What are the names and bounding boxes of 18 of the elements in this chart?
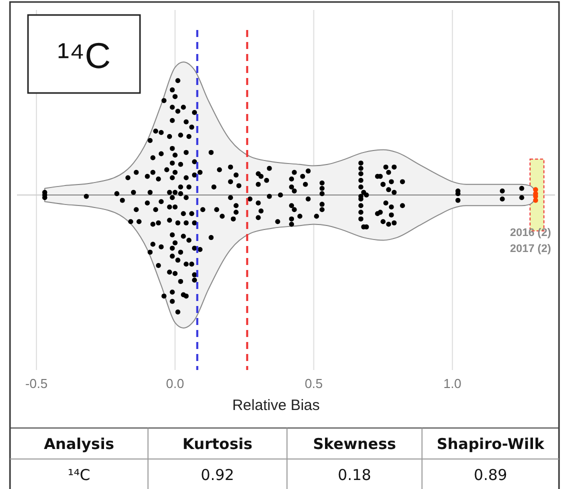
data-label: 0.92 (200, 466, 234, 484)
x-tick-label: 0.5 (304, 376, 323, 391)
data-label: 0.89 (474, 466, 508, 484)
data-label: 0.18 (338, 466, 372, 484)
point (533, 187, 538, 192)
x-tick-label: 0.0 (166, 376, 184, 391)
category-label: Shapiro-Wilk (436, 435, 546, 453)
annotation: 2016 (2) (510, 227, 552, 239)
category-label: Kurtosis (182, 435, 253, 453)
x-axis-title: Relative Bias (232, 397, 320, 414)
text: ¹⁴C (68, 466, 90, 484)
x-tick-label: 1.0 (443, 376, 462, 391)
point (533, 198, 538, 203)
category-label: Skewness (312, 435, 396, 453)
chart-title: ¹⁴C (57, 35, 111, 76)
annotation: 2017 (2) (510, 243, 552, 255)
x-tick-label: -0.5 (25, 376, 48, 391)
text: Analysis (44, 435, 114, 453)
